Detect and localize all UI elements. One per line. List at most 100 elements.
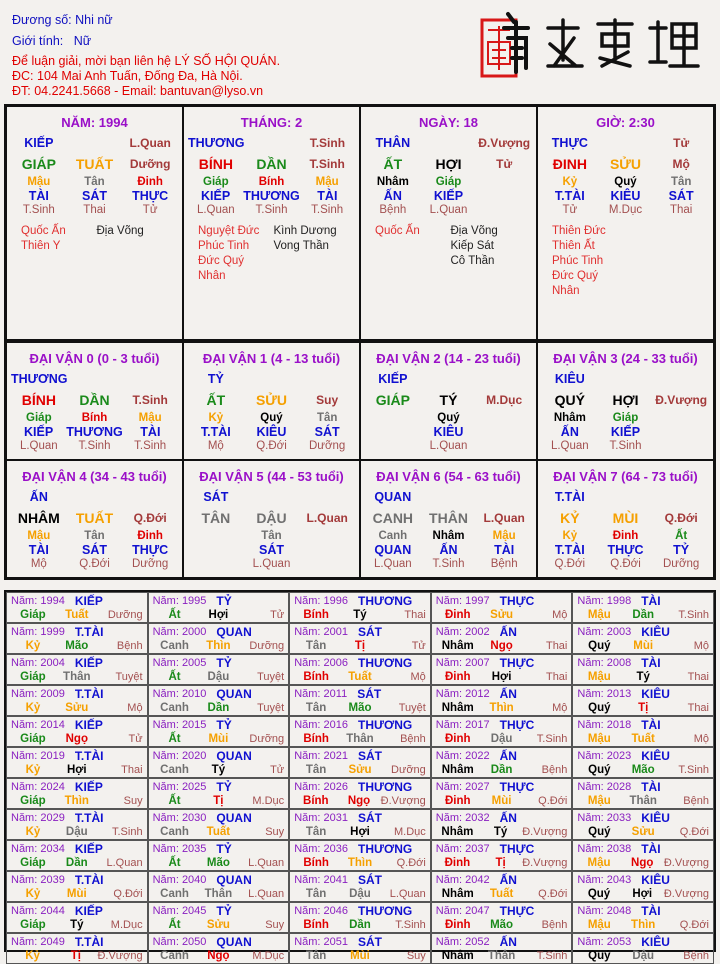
contact-line: Để luận giải, mời bạn liên hệ LÝ SỐ HỘI … [12, 54, 281, 68]
year-stage: Bệnh [541, 919, 568, 931]
hidden-ten-god: T.TÀI [554, 543, 585, 557]
year-line: Năm: 2040 QUAN [153, 873, 285, 887]
year-ten-god: TÀI [641, 656, 661, 670]
year-branch: Sửu [348, 764, 372, 776]
year-number: 2023 [606, 750, 632, 762]
top-ten-god: THÂN [375, 136, 411, 150]
year-stem: Đinh [444, 671, 471, 683]
year-stage: Q.Đới [396, 857, 426, 869]
year-branch: Tý [636, 671, 650, 683]
year-stage: Thai [687, 671, 709, 683]
hidden-stem-row: Tân [184, 529, 359, 543]
year-stem: Ất [168, 733, 181, 745]
year-label: Năm: 2000 [153, 625, 207, 639]
year-branch: Tị [70, 950, 81, 962]
hidden-stem: Đinh [137, 176, 163, 188]
spacer [421, 136, 477, 153]
year-stem: Bính [303, 609, 329, 621]
year-branch: Dậu [207, 671, 230, 683]
year-number: 1996 [323, 595, 349, 607]
year-label: Năm: 2033 [577, 811, 631, 825]
year-stage: Bệnh [683, 795, 709, 807]
dai-van-cell: ĐẠI VẬN 0 (0 - 3 tuổi) THƯƠNG BÍNH DẦN T.Sin… [6, 342, 183, 460]
year-branch: Sửu [65, 702, 89, 714]
year-label: Năm: 2053 [577, 935, 631, 949]
hidden-stem: Quý [437, 412, 460, 424]
year-pillar-line: Giáp Dần L.Quan [11, 856, 143, 870]
top-ten-god: ẤN [29, 490, 48, 504]
year-branch: Tý [493, 826, 508, 838]
year-stem: Tân [305, 950, 327, 962]
year-stem: Mậu [587, 671, 611, 683]
hidden-stem: Ất [675, 530, 688, 542]
year-pillar-line: Ất Sửu Suy [153, 918, 285, 932]
year-ten-god: T.TÀI [74, 811, 104, 825]
year-number: 1999 [40, 626, 65, 638]
year-label: Năm: 1997 [436, 594, 490, 608]
year-prefix: Năm: [435, 843, 463, 855]
hidden-god-row: T.TÀI KIÊU SÁT [184, 425, 359, 439]
year-branch: Thìn [206, 640, 231, 652]
hidden-ten-god: ẤN [383, 189, 402, 203]
year-prefix: Năm: [294, 657, 321, 669]
year-branch: Hợi [350, 826, 370, 838]
year-line: Năm: 2049 T.TÀI [11, 935, 143, 949]
hidden-ten-god: KIÊU [433, 425, 464, 439]
hidden-stage: Tử [562, 204, 578, 216]
ten-god-row: TỶ [184, 372, 359, 389]
hidden-stage-row: Mộ Q.Đới Dưỡng [184, 439, 359, 454]
year-cell: Năm: 2030 QUAN Canh Tuất Suy [147, 809, 290, 840]
stars-list: Quốc Ấn Thiên Y Địa Võng [7, 218, 182, 254]
inauspicious-stars [628, 224, 704, 299]
dai-van-cell: ĐẠI VẬN 6 (54 - 63 tuổi) QUAN CANH THÂN L.Qu… [360, 460, 537, 578]
star-item: Kiếp Sát [450, 240, 494, 252]
hidden-ten-god: TÀI [140, 425, 161, 439]
cell-title: ĐẠI VẬN 0 (0 - 3 tuổi) [29, 351, 160, 366]
year-cell: Năm: 2005 TỶ Ất Dậu Tuyệt [147, 654, 290, 685]
year-ten-god: KIÊU [641, 749, 670, 763]
spacer [365, 425, 421, 439]
year-stem: Bính [303, 857, 329, 869]
year-prefix: Năm: [435, 750, 463, 762]
earthly-branch: SỬU [255, 392, 288, 408]
auspicious-stars: Quốc Ấn Thiên Y [21, 224, 97, 254]
year-line: Năm: 2010 QUAN [153, 687, 285, 701]
year-branch: Dậu [349, 888, 371, 900]
year-label: Năm: 2020 [153, 749, 207, 763]
year-branch: Mão [206, 857, 230, 869]
year-line: Năm: 2038 TÀI [577, 842, 709, 856]
year-branch: Dần [349, 919, 371, 931]
stars-list: Thiên Đức Thiên Ất Phúc Tinh Đức Quý Nhân [538, 218, 713, 299]
year-pillar-line: Quý Mão T.Sinh [577, 763, 709, 777]
year-stage: Đ.Vượng [663, 888, 709, 900]
year-prefix: Năm: [435, 688, 463, 700]
year-ten-god: THƯƠNG [358, 904, 413, 918]
year-number: 2043 [606, 874, 632, 886]
year-prefix: Năm: [152, 905, 179, 917]
year-label: Năm: 2043 [577, 873, 631, 887]
hidden-stem-row: Quý [361, 411, 536, 425]
year-prefix: Năm: [11, 874, 38, 886]
star-item: Kình Dương [273, 225, 337, 237]
heavenly-stem: NHÂM [17, 510, 60, 526]
year-label: Năm: 2047 [436, 904, 490, 918]
year-label: Năm: 2014 [11, 718, 65, 732]
dai-van-cell: ĐẠI VẬN 4 (34 - 43 tuổi) ẤN NHÂM TUẤT Q.Đới M… [6, 460, 183, 578]
top-stage: Đ.Vượng [478, 136, 531, 150]
year-branch: Mão [631, 764, 655, 776]
ten-god-row: THỰC Tử [538, 136, 713, 153]
year-cell: Năm: 2038 TÀI Mậu Ngọ Đ.Vượng [572, 840, 714, 871]
hidden-stem: Kỷ [562, 176, 578, 188]
year-stage: Thai [404, 609, 426, 621]
year-cell: Năm: 2016 THƯƠNG Bính Thân Bệnh [289, 716, 431, 747]
year-stem: Giáp [20, 919, 46, 931]
spacer [244, 490, 300, 507]
year-number: 2037 [465, 843, 490, 855]
year-branch: Dậu [490, 733, 513, 745]
hidden-ten-god: KIẾP [433, 189, 464, 203]
year-number: 2040 [181, 874, 207, 886]
hidden-ten-god: SÁT [668, 189, 694, 203]
hidden-stem-row: Kỷ Quý Tân [184, 411, 359, 425]
year-line: Năm: 2019 T.TÀI [11, 749, 143, 763]
spacer [365, 439, 421, 453]
